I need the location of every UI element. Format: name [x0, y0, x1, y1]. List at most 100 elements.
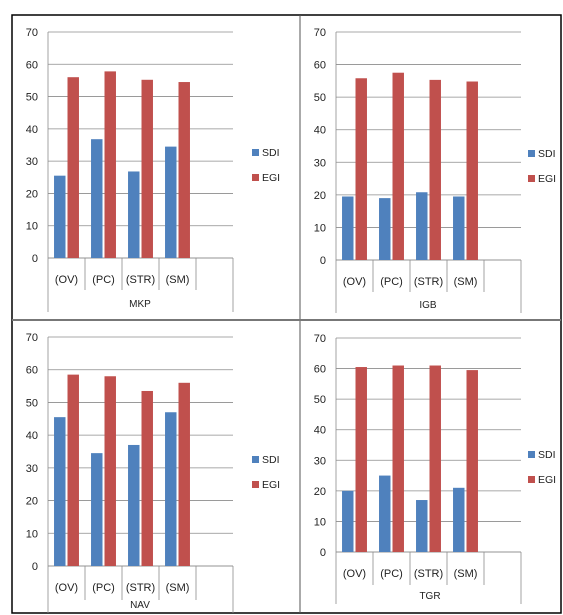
bar-egi-2	[104, 376, 116, 566]
y-tick-label: 20	[26, 188, 38, 200]
category-label: (OV)	[55, 582, 78, 594]
bar-egi-2	[392, 72, 404, 260]
y-tick-label: 50	[314, 394, 326, 406]
y-tick-label: 40	[314, 125, 326, 137]
legend-label-egi: EGI	[538, 474, 556, 486]
x-axis-label: MKP	[129, 299, 151, 310]
y-tick-label: 70	[314, 333, 326, 345]
bar-sdi-2	[379, 198, 391, 260]
bar-sdi-2	[91, 453, 103, 566]
bar-egi-4	[466, 370, 478, 552]
bar-egi-2	[392, 365, 404, 552]
x-axis-label: IGB	[419, 300, 437, 311]
bar-egi-1	[67, 77, 79, 258]
y-tick-label: 0	[320, 255, 326, 267]
bar-sdi-4	[165, 146, 177, 258]
y-tick-label: 20	[26, 496, 38, 508]
bar-egi-1	[355, 367, 367, 552]
y-tick-label: 50	[26, 397, 38, 409]
bar-egi-3	[141, 79, 153, 258]
chart-panel-1: 0 10 20 30 40 50 60 70 (OV) (PC) (STR) (SM) MKP SDI EG…	[26, 27, 280, 312]
bar-egi-4	[466, 81, 478, 260]
bar-sdi-3	[416, 192, 428, 260]
category-label: (PC)	[380, 276, 403, 288]
category-label: (STR)	[414, 276, 443, 288]
legend-swatch-egi	[252, 481, 259, 488]
y-tick-label: 60	[26, 365, 38, 377]
y-tick-label: 20	[314, 190, 326, 202]
legend-swatch-egi	[252, 174, 259, 181]
y-tick-label: 60	[314, 364, 326, 376]
y-tick-label: 40	[26, 430, 38, 442]
bar-sdi-1	[342, 490, 354, 552]
figure-frame	[11, 14, 562, 614]
chart-panel-2: 0 10 20 30 40 50 60 70 (OV) (PC) (STR) (SM) IGB SDI EG…	[314, 27, 556, 313]
legend-label-sdi: SDI	[538, 148, 556, 160]
x-axis-label: TGR	[419, 591, 440, 602]
category-label: (SM)	[454, 276, 478, 288]
category-label: (STR)	[126, 582, 155, 594]
category-label: (PC)	[92, 582, 115, 594]
legend-swatch-egi	[528, 175, 535, 182]
bar-sdi-4	[165, 412, 177, 566]
category-label: (SM)	[454, 568, 478, 580]
bar-sdi-1	[54, 175, 66, 258]
bar-egi-3	[141, 390, 153, 566]
category-label: (OV)	[343, 568, 366, 580]
y-tick-label: 0	[32, 561, 38, 573]
category-label: (STR)	[126, 274, 155, 286]
y-tick-label: 30	[26, 156, 38, 168]
y-tick-label: 10	[26, 221, 38, 233]
x-axis-label: NAV	[130, 600, 150, 611]
bar-egi-1	[67, 374, 79, 566]
legend-label-sdi: SDI	[262, 147, 280, 159]
y-tick-label: 10	[314, 516, 326, 528]
legend-swatch-sdi	[528, 150, 535, 157]
legend-swatch-sdi	[528, 451, 535, 458]
bar-sdi-4	[453, 196, 465, 260]
category-label: (OV)	[55, 274, 78, 286]
bar-egi-3	[429, 79, 441, 260]
y-tick-label: 50	[314, 92, 326, 104]
legend-label-sdi: SDI	[262, 454, 280, 466]
bar-sdi-3	[416, 500, 428, 552]
y-tick-label: 60	[26, 59, 38, 71]
y-tick-label: 70	[26, 332, 38, 344]
legend-swatch-sdi	[252, 149, 259, 156]
bar-egi-4	[178, 382, 190, 566]
y-tick-label: 30	[26, 463, 38, 475]
y-tick-label: 10	[314, 222, 326, 234]
y-tick-label: 60	[314, 60, 326, 72]
chart-panel-3: 0 10 20 30 40 50 60 70 (OV) (PC) (STR) (SM) NAV SDI EG…	[26, 332, 280, 613]
y-tick-label: 20	[314, 486, 326, 498]
legend-label-egi: EGI	[262, 172, 280, 184]
y-tick-label: 50	[26, 92, 38, 104]
y-tick-label: 30	[314, 157, 326, 169]
bar-sdi-3	[128, 171, 140, 258]
y-tick-label: 30	[314, 455, 326, 467]
chart-panel-4: 0 10 20 30 40 50 60 70 (OV) (PC) (STR) (SM) TGR SDI EG…	[314, 333, 556, 604]
bar-sdi-2	[379, 475, 391, 552]
category-label: (SM)	[166, 274, 190, 286]
category-label: (PC)	[380, 568, 403, 580]
y-tick-label: 70	[314, 27, 326, 39]
legend-label-egi: EGI	[538, 173, 556, 185]
y-tick-label: 0	[320, 547, 326, 559]
bar-egi-3	[429, 365, 441, 552]
bar-sdi-4	[453, 487, 465, 552]
bar-sdi-1	[342, 196, 354, 260]
bar-sdi-3	[128, 444, 140, 566]
bar-sdi-2	[91, 139, 103, 258]
bar-egi-1	[355, 78, 367, 260]
legend-swatch-sdi	[252, 456, 259, 463]
legend-label-sdi: SDI	[538, 449, 556, 461]
category-label: (STR)	[414, 568, 443, 580]
bar-sdi-1	[54, 417, 66, 566]
y-tick-label: 0	[32, 253, 38, 265]
bar-egi-4	[178, 82, 190, 259]
category-label: (PC)	[92, 274, 115, 286]
legend-label-egi: EGI	[262, 479, 280, 491]
y-tick-label: 40	[26, 124, 38, 136]
y-tick-label: 70	[26, 27, 38, 39]
